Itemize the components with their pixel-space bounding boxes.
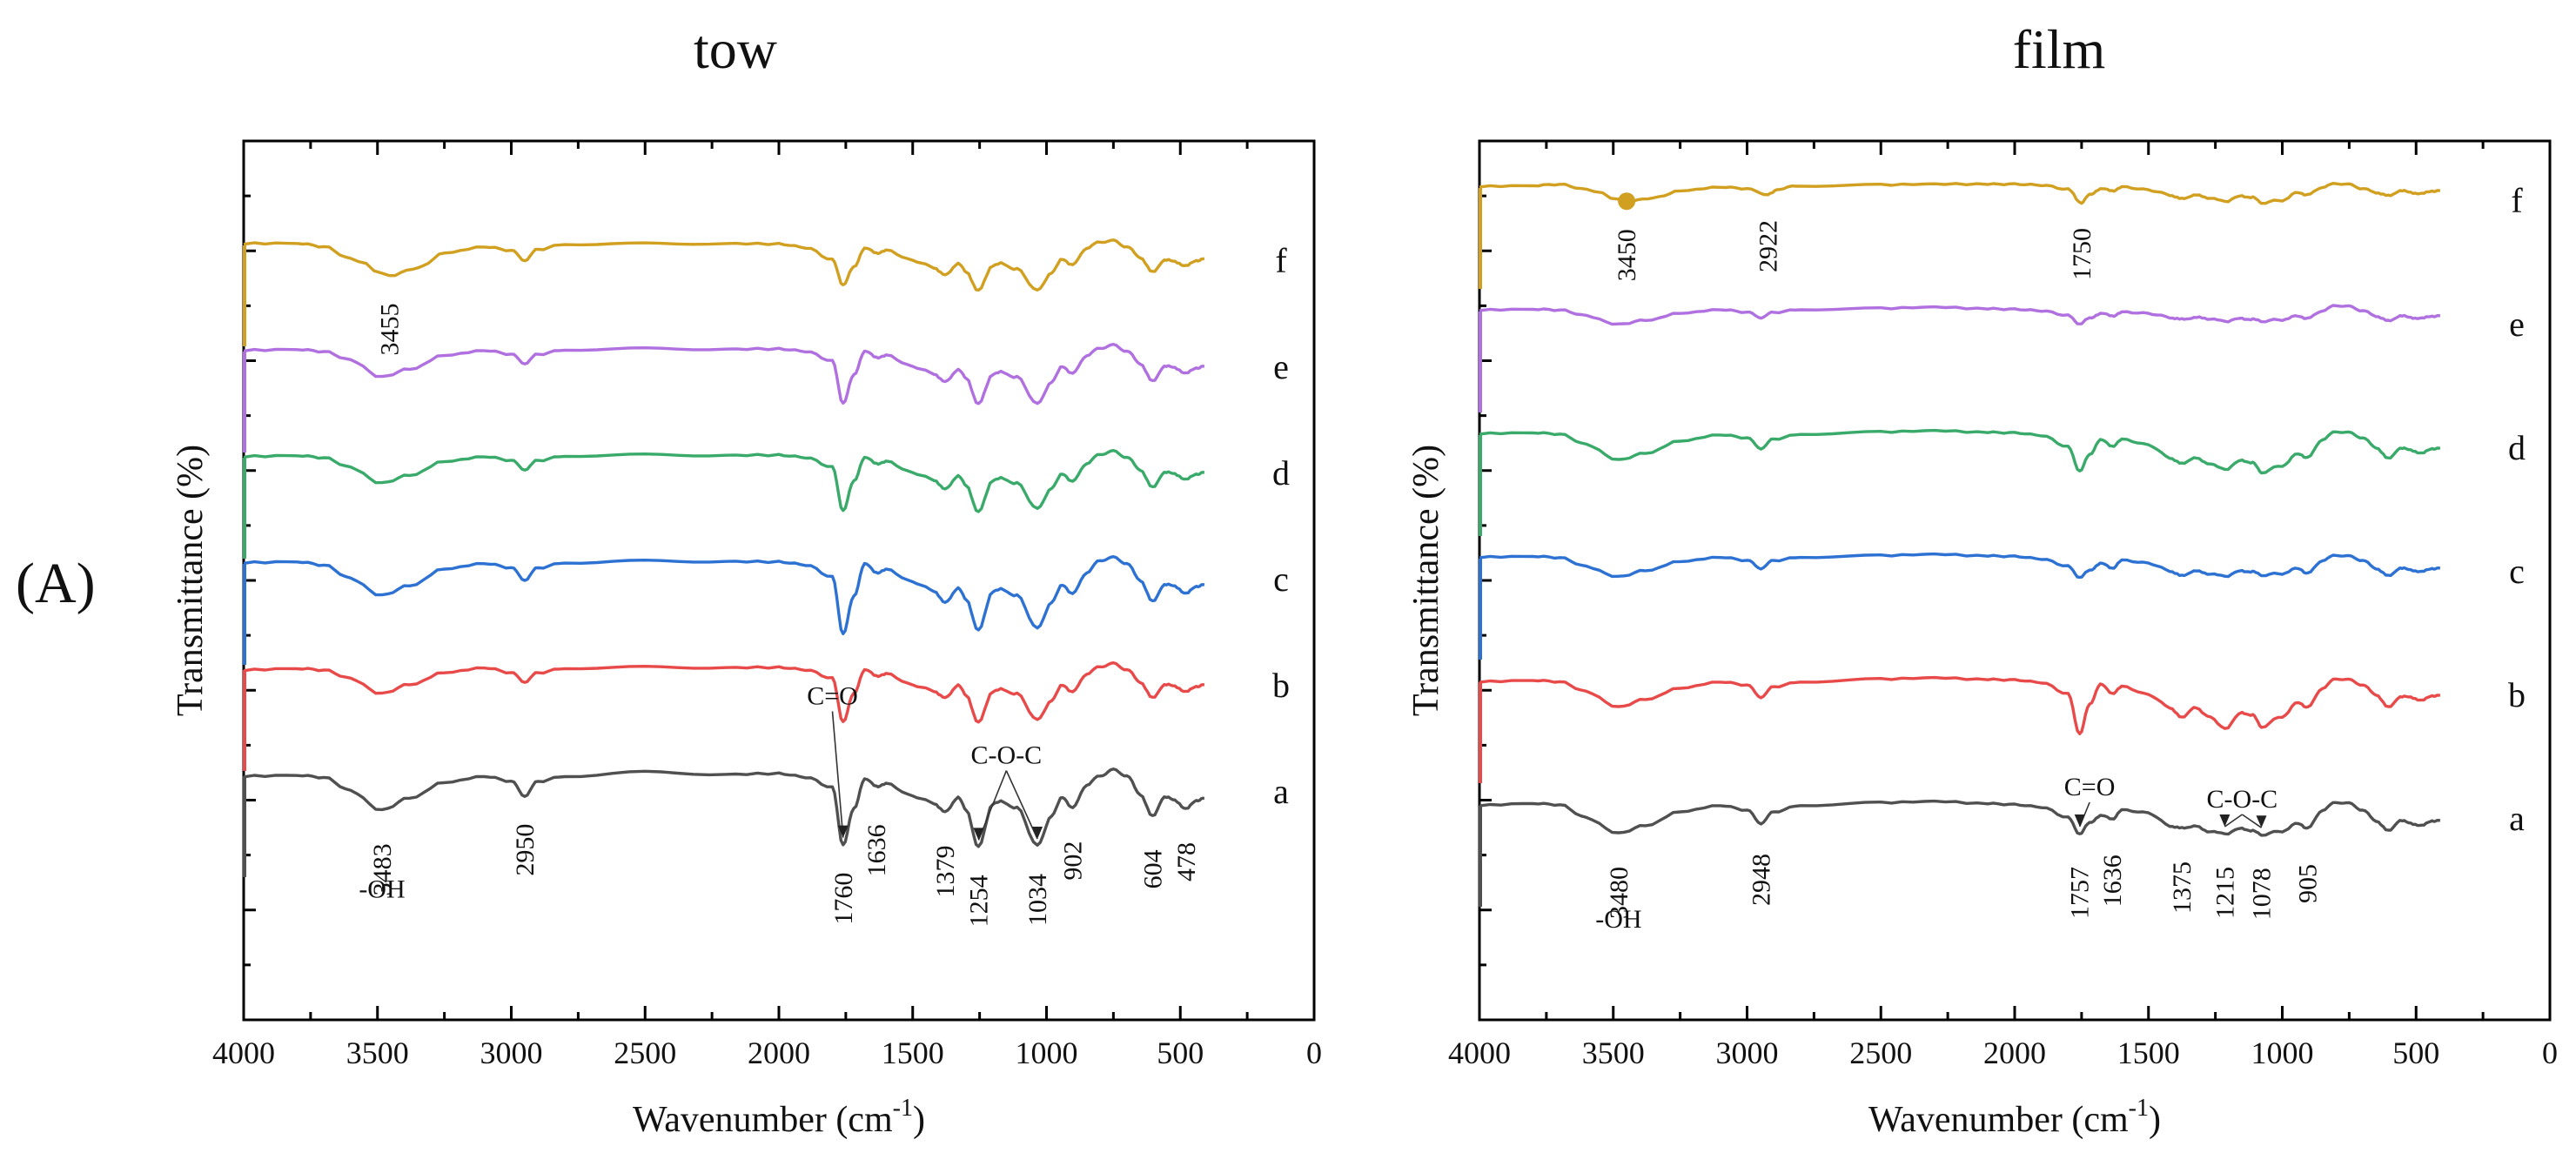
x-tick-label: 2000 bbox=[1983, 1036, 2046, 1070]
y-axis-title: Transmittance (%) bbox=[1406, 445, 1446, 716]
annotation-arrow bbox=[2224, 814, 2243, 828]
peak-label: 1757 bbox=[2066, 867, 2095, 919]
x-tick-label: 2000 bbox=[748, 1036, 810, 1070]
peak-label: 1636 bbox=[862, 824, 891, 876]
peak-marker bbox=[1618, 192, 1636, 211]
spectrum-e bbox=[1479, 304, 2441, 326]
group-label: C=O bbox=[2064, 773, 2116, 801]
y-axis-title: Transmittance (%) bbox=[171, 445, 211, 716]
peak-label: 902 bbox=[1059, 841, 1088, 881]
series-label: a bbox=[1273, 772, 1289, 811]
series-label: e bbox=[2509, 305, 2525, 344]
peak-label: 1375 bbox=[2168, 861, 2197, 914]
peak-label: 3480 bbox=[1605, 867, 1633, 919]
series-label: f bbox=[2511, 181, 2523, 220]
arrow-head bbox=[973, 828, 984, 841]
peak-label: 478 bbox=[1172, 842, 1201, 881]
spectrum-c bbox=[1479, 552, 2441, 580]
peak-label: 905 bbox=[2294, 864, 2323, 903]
x-tick-label: 2500 bbox=[614, 1036, 676, 1070]
x-tick-label: 4000 bbox=[1448, 1036, 1511, 1070]
chart-title: tow bbox=[694, 18, 777, 80]
peak-label: 2948 bbox=[1747, 854, 1775, 906]
peak-label: 3450 bbox=[1613, 229, 1641, 281]
chart-title: film bbox=[2013, 18, 2106, 80]
group-label: -OH bbox=[1595, 905, 1641, 934]
peak-label: 1636 bbox=[2098, 855, 2127, 907]
arrow-head bbox=[2074, 814, 2085, 827]
spectrum-d bbox=[1479, 428, 2441, 475]
peak-label: 1379 bbox=[931, 846, 960, 898]
x-tick-label: 0 bbox=[1306, 1036, 1322, 1070]
spectrum-d bbox=[243, 449, 1205, 513]
x-tick-label: 1000 bbox=[1016, 1036, 1078, 1070]
spectrum-a bbox=[243, 767, 1204, 848]
arrow-head bbox=[2219, 814, 2231, 827]
chart-tow: tow 4000 3500 3000 2500 2000 1500 1000 500 0 Waven… bbox=[171, 18, 1322, 1140]
panel-label: (A) bbox=[16, 552, 96, 615]
series-label: a bbox=[2509, 799, 2525, 838]
annotation-arrow bbox=[831, 711, 844, 838]
peak-label: 1760 bbox=[829, 873, 858, 925]
series-label: e bbox=[1273, 347, 1289, 386]
x-axis-title: Wavenumber (cm-1) bbox=[633, 1095, 925, 1140]
annotation-arrow bbox=[2241, 814, 2262, 828]
x-tick-label: 0 bbox=[2542, 1036, 2558, 1070]
chart-film: film 4000 3500 3000 2500 2000 1500 1000 500 0 Wave… bbox=[1406, 18, 2558, 1140]
x-tick-label: 3500 bbox=[1582, 1036, 1645, 1070]
x-tick-label: 3000 bbox=[480, 1036, 543, 1070]
series-label: d bbox=[1272, 453, 1290, 493]
arrow-head bbox=[1032, 827, 1043, 839]
spectrum-e bbox=[243, 343, 1205, 406]
spectrum-c bbox=[243, 555, 1205, 635]
group-label: C-O-C bbox=[2207, 785, 2278, 814]
series-label: c bbox=[1273, 560, 1289, 599]
annotation-arrow bbox=[1005, 770, 1038, 840]
arrow-head bbox=[2256, 815, 2267, 828]
series-label: b bbox=[1272, 666, 1290, 705]
series-label: d bbox=[2508, 428, 2526, 467]
spectrum-b bbox=[1479, 675, 2441, 735]
x-tick-label: 3500 bbox=[346, 1036, 409, 1070]
x-tick-label: 1500 bbox=[882, 1036, 944, 1070]
peak-label: 1034 bbox=[1023, 874, 1052, 926]
x-tick-label: 1500 bbox=[2117, 1036, 2180, 1070]
x-tick-label: 1000 bbox=[2251, 1036, 2314, 1070]
spectrum-f bbox=[1479, 182, 2441, 205]
group-label: C=O bbox=[807, 682, 858, 711]
series-label: f bbox=[1275, 241, 1287, 280]
peak-label: 3483 bbox=[368, 843, 397, 895]
x-tick-label: 2500 bbox=[1849, 1036, 1912, 1070]
peak-label: 604 bbox=[1138, 849, 1167, 888]
peak-label: 3455 bbox=[376, 304, 405, 356]
x-axis-title: Wavenumber (cm-1) bbox=[1868, 1095, 2161, 1140]
spectrum-b bbox=[243, 661, 1205, 724]
group-label: C-O-C bbox=[971, 741, 1043, 770]
group-label: -OH bbox=[359, 875, 405, 903]
series-label: b bbox=[2508, 675, 2526, 714]
peak-label: 2950 bbox=[511, 824, 540, 876]
arrow-head bbox=[837, 825, 849, 838]
peak-label: 1750 bbox=[2068, 228, 2096, 280]
peak-label: 1254 bbox=[964, 875, 993, 927]
spectrum-a bbox=[1479, 799, 2441, 837]
peak-label: 1078 bbox=[2248, 868, 2277, 920]
spectrum-f bbox=[243, 238, 1205, 292]
x-tick-label: 3000 bbox=[1716, 1036, 1779, 1070]
x-tick-label: 500 bbox=[1157, 1036, 1204, 1070]
series-label: c bbox=[2509, 552, 2525, 591]
x-tick-label: 4000 bbox=[212, 1036, 275, 1070]
peak-label: 1215 bbox=[2210, 867, 2239, 919]
x-tick-label: 500 bbox=[2392, 1036, 2439, 1070]
peak-label: 2922 bbox=[1754, 220, 1782, 272]
